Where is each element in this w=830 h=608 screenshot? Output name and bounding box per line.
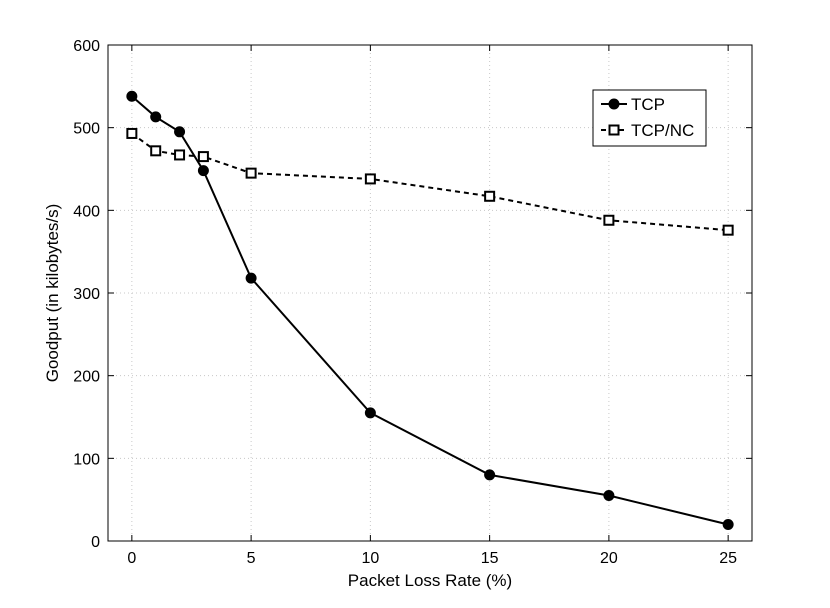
data-point: [364, 173, 376, 185]
data-point: [722, 224, 734, 236]
data-point: [245, 272, 257, 284]
y-tick-label: 0: [91, 534, 100, 551]
data-point: [150, 111, 162, 123]
series-line: [131, 95, 729, 526]
data-point: [603, 490, 615, 502]
data-point: [126, 127, 138, 139]
data-point: [364, 407, 376, 419]
series-tcp: [126, 90, 734, 530]
y-tick-label: 400: [73, 203, 100, 220]
axis-ticks: 0 5 10 15 20 25 0 100 200 300 400 500 600: [73, 38, 752, 567]
x-tick-label: 5: [247, 550, 256, 567]
series-line: [131, 132, 729, 232]
data-point: [174, 149, 186, 161]
y-tick-label: 200: [73, 369, 100, 386]
x-tick-label: 25: [719, 550, 737, 567]
legend-label: TCP: [631, 95, 665, 114]
data-point: [126, 90, 138, 102]
y-axis-title: Goodput (in kilobytes/s): [43, 204, 62, 383]
data-point: [197, 151, 209, 163]
data-point: [603, 214, 615, 226]
series-layer: [126, 90, 734, 530]
series-tcp-nc: [126, 127, 734, 236]
data-point: [484, 469, 496, 481]
legend-marker: [608, 98, 620, 110]
legend: TCP TCP/NC: [592, 89, 707, 147]
legend-label: TCP/NC: [631, 121, 694, 140]
data-point: [150, 145, 162, 157]
y-tick-label: 300: [73, 286, 100, 303]
data-point: [484, 190, 496, 202]
legend-marker: [608, 124, 620, 136]
y-tick-label: 100: [73, 451, 100, 468]
x-tick-label: 10: [361, 550, 379, 567]
x-tick-label: 20: [600, 550, 618, 567]
y-tick-label: 600: [73, 38, 100, 55]
data-point: [722, 518, 734, 530]
x-axis-title: Packet Loss Rate (%): [348, 571, 512, 590]
y-tick-label: 500: [73, 121, 100, 138]
x-tick-label: 0: [127, 550, 136, 567]
data-point: [245, 167, 257, 179]
data-point: [197, 165, 209, 177]
data-point: [174, 126, 186, 138]
x-tick-label: 15: [481, 550, 499, 567]
